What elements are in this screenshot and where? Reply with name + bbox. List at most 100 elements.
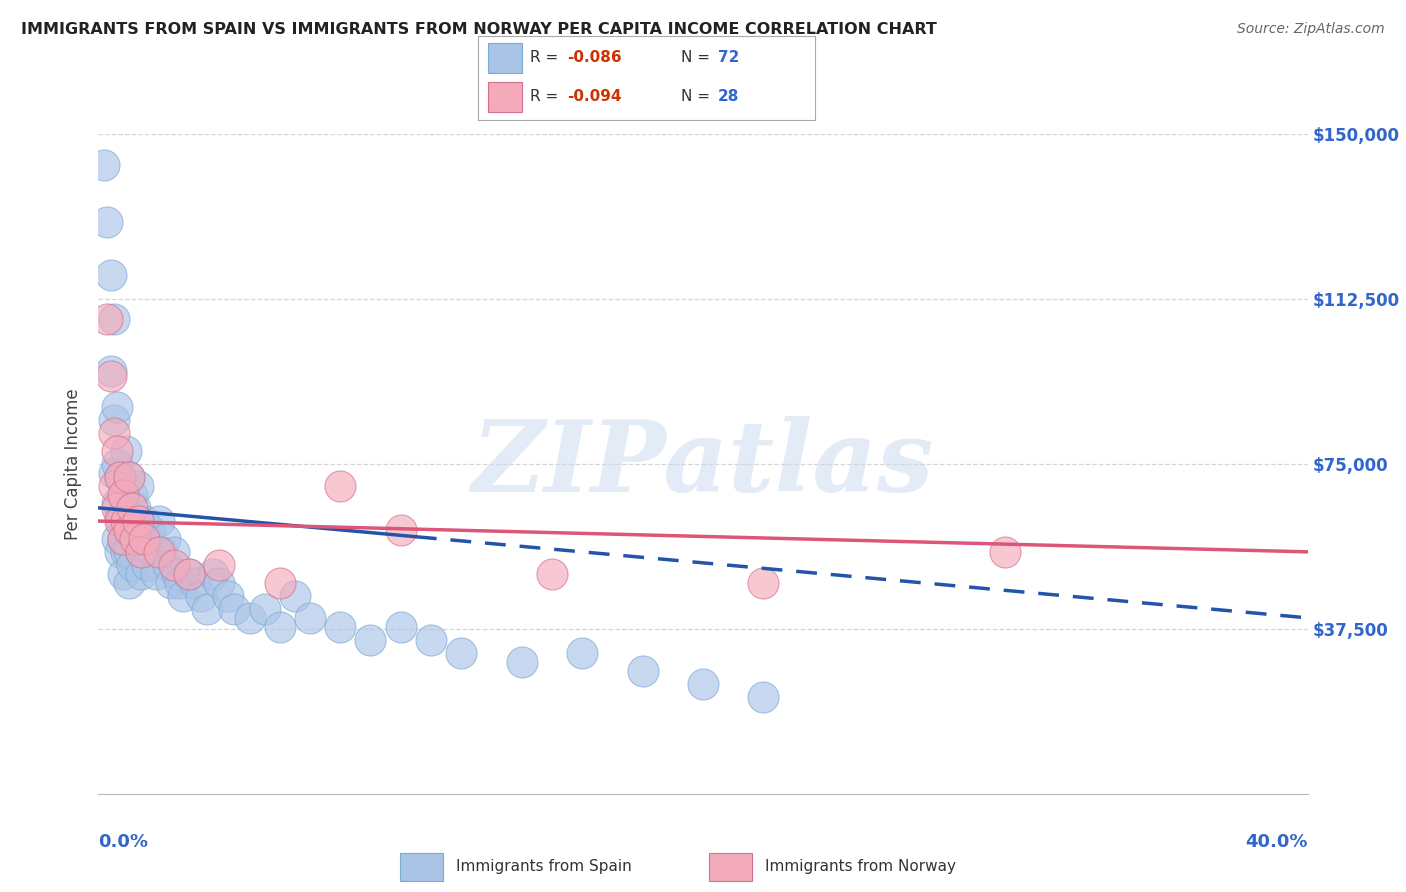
Text: N =: N = (681, 50, 714, 65)
Text: -0.094: -0.094 (568, 89, 621, 104)
Point (118, 514, 141, 528)
Point (163, 558, 186, 572)
Point (692, 677, 714, 691)
Point (208, 558, 231, 572)
Point (329, 620, 352, 634)
Point (389, 620, 412, 634)
Point (108, 545, 131, 559)
Point (105, 400, 128, 414)
Point (108, 470, 131, 484)
Y-axis label: Per Capita Income: Per Capita Income (65, 388, 83, 540)
Point (114, 500, 136, 515)
Point (103, 311, 125, 326)
Point (269, 575, 291, 590)
Point (148, 545, 170, 559)
Point (145, 566, 167, 581)
Point (195, 602, 218, 616)
Point (105, 496, 128, 510)
Point (127, 514, 149, 528)
Point (114, 514, 136, 528)
Text: Immigrants from Norway: Immigrants from Norway (765, 859, 956, 873)
Point (631, 664, 654, 678)
Point (118, 470, 141, 484)
Point (284, 589, 307, 603)
Bar (399, 854, 443, 881)
Point (96, 311, 118, 326)
Text: 72: 72 (717, 50, 740, 65)
Text: Source: ZipAtlas.com: Source: ZipAtlas.com (1237, 22, 1385, 37)
Text: Immigrants from Spain: Immigrants from Spain (456, 859, 631, 873)
Text: 28: 28 (717, 89, 740, 104)
Bar (488, 44, 522, 73)
Point (329, 479, 352, 493)
Point (105, 532, 128, 546)
Point (114, 545, 136, 559)
Point (269, 620, 291, 634)
Text: -0.086: -0.086 (568, 50, 621, 65)
Point (132, 514, 155, 528)
Point (111, 532, 134, 546)
Point (118, 545, 141, 559)
Point (111, 488, 134, 502)
Point (96, 215, 118, 229)
Point (103, 425, 125, 440)
Point (121, 488, 143, 502)
Point (100, 268, 122, 282)
Point (108, 509, 131, 524)
Point (129, 566, 152, 581)
Text: R =: R = (530, 50, 564, 65)
Point (224, 602, 246, 616)
Text: R =: R = (530, 89, 564, 104)
Point (150, 545, 173, 559)
Point (118, 470, 141, 484)
Point (93, 158, 115, 172)
Point (121, 523, 143, 537)
Point (121, 558, 143, 572)
Point (103, 466, 125, 480)
Point (239, 611, 262, 625)
Point (105, 443, 128, 458)
Point (540, 566, 562, 581)
Point (156, 558, 179, 572)
Text: 40.0%: 40.0% (1246, 833, 1308, 852)
Point (103, 413, 125, 427)
Point (253, 602, 276, 616)
Point (172, 589, 194, 603)
Point (202, 566, 225, 581)
Point (105, 500, 128, 515)
Point (160, 575, 183, 590)
Point (124, 500, 146, 515)
Point (127, 479, 149, 493)
Point (450, 646, 472, 660)
Point (166, 566, 188, 581)
Point (129, 545, 152, 559)
Point (100, 368, 122, 383)
Point (179, 566, 201, 581)
Point (184, 575, 207, 590)
Text: IMMIGRANTS FROM SPAIN VS IMMIGRANTS FROM NORWAY PER CAPITA INCOME CORRELATION CH: IMMIGRANTS FROM SPAIN VS IMMIGRANTS FROM… (21, 22, 936, 37)
Point (148, 514, 170, 528)
Point (752, 575, 775, 590)
Point (299, 611, 322, 625)
Point (108, 470, 131, 484)
Point (111, 532, 134, 546)
Point (121, 500, 143, 515)
Point (389, 523, 412, 537)
Point (571, 646, 593, 660)
Point (360, 632, 382, 647)
Point (114, 443, 136, 458)
Point (132, 545, 155, 559)
Point (510, 655, 533, 669)
Text: N =: N = (681, 89, 714, 104)
Point (100, 364, 122, 378)
Point (111, 488, 134, 502)
Point (118, 523, 141, 537)
Point (217, 589, 239, 603)
Point (163, 545, 186, 559)
Point (153, 532, 176, 546)
Point (139, 523, 162, 537)
Point (129, 545, 152, 559)
Point (111, 566, 134, 581)
Point (420, 632, 443, 647)
Point (103, 479, 125, 493)
